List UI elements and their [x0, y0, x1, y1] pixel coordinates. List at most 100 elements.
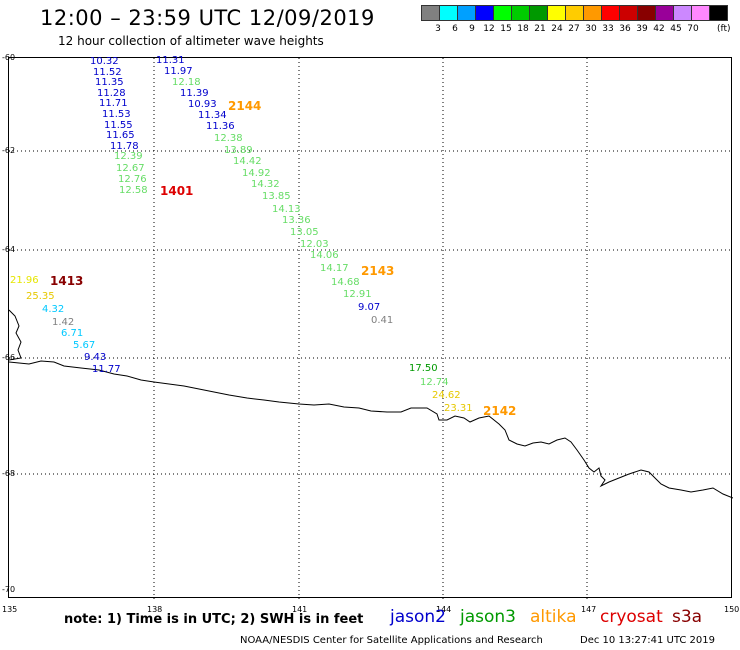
satellite-legend-item: cryosat — [600, 607, 663, 627]
wave-height-value: 14.17 — [320, 263, 349, 274]
wave-height-value: 14.06 — [310, 250, 339, 261]
wave-height-value: 11.53 — [102, 109, 131, 120]
color-scale-label: 36 — [619, 24, 631, 34]
wave-height-value: 11.52 — [93, 67, 122, 78]
wave-height-value: 11.34 — [198, 110, 227, 121]
color-scale-label: 42 — [653, 24, 665, 34]
wave-height-value: 12.76 — [118, 174, 147, 185]
footer-credit: NOAA/NESDIS Center for Satellite Applica… — [240, 635, 543, 646]
wave-height-value: 14.92 — [242, 168, 271, 179]
color-swatch — [656, 5, 674, 21]
color-scale-label: 70 — [687, 24, 699, 34]
satellite-legend-item: s3a — [672, 607, 703, 627]
wave-height-value: 24.62 — [432, 390, 461, 401]
satellite-legend-item: jason2 — [390, 607, 446, 627]
color-scale-label: 21 — [534, 24, 546, 34]
lon-label: 150 — [724, 605, 740, 614]
wave-height-value: 9.07 — [358, 302, 381, 313]
wave-height-value: 11.71 — [99, 98, 128, 109]
wave-height-value: 11.35 — [95, 77, 124, 88]
wave-height-value: 11.39 — [180, 88, 209, 99]
color-swatch — [584, 5, 602, 21]
wave-height-value: 11.78 — [110, 141, 139, 152]
lon-label: 138 — [147, 605, 163, 614]
color-scale-label: 33 — [602, 24, 614, 34]
wave-height-value: 13.89 — [224, 145, 253, 156]
color-swatch — [494, 5, 512, 21]
wave-height-value: 10.32 — [90, 56, 119, 67]
lat-label: -70 — [2, 585, 16, 594]
wave-height-value: 12.58 — [119, 185, 148, 196]
color-swatch — [566, 5, 584, 21]
pass-time-label: 1401 — [160, 184, 194, 198]
wave-height-value: 14.68 — [331, 277, 360, 288]
color-swatch — [692, 5, 710, 21]
wave-height-value: 11.97 — [164, 66, 193, 77]
color-swatch — [710, 5, 728, 21]
color-scale-label: 30 — [585, 24, 597, 34]
lat-label: -64 — [2, 245, 16, 254]
coastline — [9, 309, 733, 499]
color-swatch — [512, 5, 530, 21]
wave-height-value: 12.18 — [172, 77, 201, 88]
color-scale-label: 24 — [551, 24, 563, 34]
wave-height-value: 12.39 — [114, 151, 143, 162]
map-canvas — [9, 58, 733, 599]
wave-height-value: 11.28 — [97, 88, 126, 99]
wave-height-value: 11.65 — [106, 130, 135, 141]
color-swatch — [476, 5, 494, 21]
wave-height-value: 11.77 — [92, 364, 121, 375]
lon-label: 135 — [2, 605, 18, 614]
color-scale-unit: (ft) — [717, 24, 731, 34]
lon-label: 141 — [292, 605, 308, 614]
color-swatch — [440, 5, 458, 21]
wave-height-value: 6.71 — [61, 328, 84, 339]
color-scale-label: 18 — [517, 24, 529, 34]
color-scale-label: 27 — [568, 24, 580, 34]
wave-height-value: 25.35 — [26, 291, 55, 302]
color-scale — [421, 5, 728, 21]
wave-height-value: 11.36 — [206, 121, 235, 132]
footer-timestamp: Dec 10 13:27:41 UTC 2019 — [580, 635, 715, 646]
color-scale-label: 3 — [435, 24, 441, 34]
wave-height-value: 5.67 — [73, 340, 96, 351]
wave-height-value: 4.32 — [42, 304, 65, 315]
color-swatch — [620, 5, 638, 21]
color-swatch — [602, 5, 620, 21]
color-swatch — [638, 5, 656, 21]
wave-height-value: 12.67 — [116, 163, 145, 174]
color-scale-label: 12 — [483, 24, 495, 34]
wave-height-value: 13.36 — [282, 215, 311, 226]
wave-height-value: 11.55 — [104, 120, 133, 131]
color-scale-label: 15 — [500, 24, 512, 34]
color-scale-label: 6 — [452, 24, 458, 34]
lat-label: -62 — [2, 146, 16, 155]
pass-time-label: 2142 — [483, 404, 517, 418]
wave-height-value: 13.05 — [290, 227, 319, 238]
wave-height-value: 14.32 — [251, 179, 280, 190]
wave-height-value: 1.42 — [52, 317, 75, 328]
satellite-legend-item: altika — [530, 607, 577, 627]
wave-height-value: 0.41 — [371, 315, 394, 326]
lon-label: 147 — [581, 605, 597, 614]
lat-label: -66 — [2, 353, 16, 362]
lat-gridlines — [9, 150, 733, 475]
wave-height-value: 23.31 — [444, 403, 473, 414]
wave-height-value: 13.85 — [262, 191, 291, 202]
lat-label: -68 — [2, 469, 16, 478]
wave-height-value: 12.91 — [343, 289, 372, 300]
wave-height-value: 17.50 — [409, 363, 438, 374]
wave-height-value: 12.74 — [420, 377, 449, 388]
wave-height-value: 11.31 — [156, 55, 185, 66]
footer-note: note: 1) Time is in UTC; 2) SWH is in fe… — [64, 612, 364, 627]
wave-height-value: 9.43 — [84, 352, 107, 363]
page-title: 12:00 – 23:59 UTC 12/09/2019 — [40, 6, 375, 30]
lat-label: -60 — [2, 53, 16, 62]
satellite-legend-item: jason3 — [460, 607, 516, 627]
color-swatch — [548, 5, 566, 21]
page-subtitle: 12 hour collection of altimeter wave hei… — [58, 34, 324, 48]
wave-height-value: 12.38 — [214, 133, 243, 144]
wave-height-value: 14.42 — [233, 156, 262, 167]
wave-height-value: 10.93 — [188, 99, 217, 110]
pass-time-label: 1413 — [50, 274, 84, 288]
